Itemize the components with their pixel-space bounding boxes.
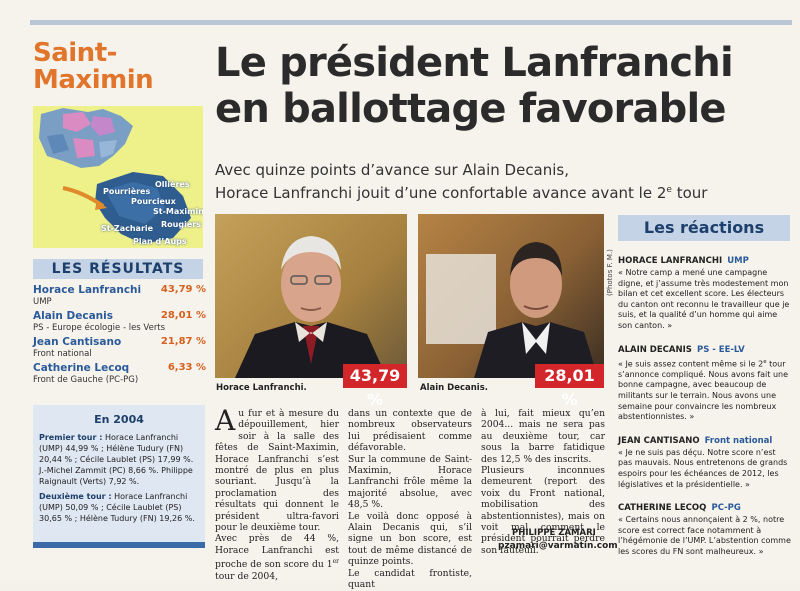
article-paragraph: Le candidat frontiste, quant — [348, 567, 472, 591]
article-paragraph: Avec près de 44 %, Horace Lanfranchi est… — [215, 533, 339, 582]
headline: Le président Lanfranchi en ballottage fa… — [215, 40, 734, 132]
portrait-illustration — [235, 236, 387, 378]
history-title: En 2004 — [94, 413, 144, 426]
town-label: Pourrières — [103, 187, 151, 196]
percent-badge-right: 28,01 % — [535, 364, 604, 409]
reaction-quote: « Je ne suis pas déçu. Notre score n’est… — [618, 447, 788, 489]
candidate-party: UMP — [33, 297, 52, 307]
candidate-percent: 21,87 % — [160, 336, 206, 347]
results-title: LES RÉSULTATS — [33, 259, 203, 279]
town-label: Ollières — [155, 180, 190, 189]
town-label: St-Zacharie — [101, 224, 154, 233]
article-paragraph: Sur la commune de Saint-Maximin, Horace … — [348, 453, 472, 511]
map-illustration — [39, 108, 191, 244]
article-column-3: à lui, fait mieux qu’en 2004... mais ne … — [481, 408, 605, 556]
candidate-percent: 6,33 % — [167, 362, 206, 373]
reaction-party: UMP — [727, 256, 749, 266]
article-paragraph: à lui, fait mieux qu’en 2004... mais ne … — [481, 408, 605, 465]
article-paragraph: Le voilà donc opposé à Alain Decanis qui… — [348, 510, 472, 568]
reaction-author: CATHERINE LECOQ — [618, 503, 707, 514]
reaction-quote: « Certains nous annonçaient à 2 %, notre… — [618, 515, 791, 556]
reaction-quote: « Notre camp a mené une campagne digne, … — [618, 268, 790, 330]
town-label: Rougiers — [161, 220, 201, 229]
author-signature: PHILIPPE ZAMARI — [512, 528, 596, 538]
subhead-line-2-end: tour — [671, 184, 708, 202]
subheadline: Avec quinze points d’avance sur Alain De… — [215, 160, 795, 203]
quote-text: « Je suis assez content même si le 2 — [618, 359, 764, 369]
candidate-percent: 43,79 % — [160, 284, 206, 295]
article-text: Avec près de 44 %, Horace Lanfranchi est… — [215, 533, 339, 571]
portrait-illustration — [426, 242, 598, 378]
reaction-item: HORACE LANFRANCHI UMP « Notre camp a men… — [618, 248, 792, 332]
candidate-party: Front national — [33, 349, 92, 359]
history-round1: Premier tour : Horace Lanfranchi (UMP) 4… — [39, 432, 199, 487]
town-label: Plan d’Aups — [133, 237, 187, 246]
history-round2: Deuxième tour : Horace Lanfranchi (UMP) … — [39, 491, 199, 524]
reactions-list: HORACE LANFRANCHI UMP « Notre camp a men… — [618, 248, 792, 563]
candidate-row: Catherine Lecoq 6,33 % Front de Gauche (… — [33, 362, 208, 388]
reaction-item: ALAIN DECANIS PS - EE-LV « Je suis assez… — [618, 337, 792, 423]
round2-label: Deuxième tour : — [39, 492, 112, 501]
reaction-author: ALAIN DECANIS — [618, 344, 692, 355]
subhead-line-1: Avec quinze points d’avance sur Alain De… — [215, 161, 570, 179]
subhead-sup: e — [666, 185, 672, 195]
reaction-author: JEAN CANTISANO — [618, 435, 700, 446]
article-paragraph: Plusieurs inconnues demeurent (report de… — [481, 465, 605, 556]
photo-lanfranchi — [215, 214, 407, 378]
results-list: Horace Lanfranchi 43,79 % UMP Alain Deca… — [33, 284, 208, 388]
photo-decanis — [418, 214, 604, 378]
canton-map: Ollières Pourrières Pourcieux St-Maximin… — [33, 106, 203, 248]
candidate-name: Alain Decanis — [33, 310, 114, 322]
top-rule — [30, 20, 792, 25]
candidate-party: Front de Gauche (PC-PG) — [33, 375, 139, 385]
reaction-item: JEAN CANTISANO Front national « Je ne su… — [618, 428, 792, 490]
quote-text: tour s’annonce compliqué. Nous avons fai… — [618, 359, 789, 422]
round1-label: Premier tour : — [39, 433, 103, 442]
drop-cap: A — [215, 404, 236, 437]
candidate-name: Catherine Lecoq — [33, 362, 130, 374]
reaction-quote: « Je suis assez content même si le 2e to… — [618, 357, 792, 423]
candidate-row: Horace Lanfranchi 43,79 % UMP — [33, 284, 208, 310]
photo-caption-left: Horace Lanfranchi. — [216, 383, 307, 393]
reactions-title: Les réactions — [618, 215, 790, 241]
reaction-item: CATHERINE LECOQ PC-PG « Certains nous an… — [618, 495, 792, 557]
town-label: St-Maximin — [153, 207, 203, 216]
candidate-name: Horace Lanfranchi — [33, 284, 142, 296]
photo-credit: (Photos F. M.) — [606, 249, 614, 296]
percent-badge-left: 43,79 % — [343, 364, 407, 409]
newspaper-page: Saint-Maximin Le président Lanfranchi en… — [30, 20, 795, 591]
quote-sup: e — [763, 358, 767, 365]
article-text: tour de 2004, — [215, 570, 278, 582]
town-label: Pourcieux — [131, 197, 176, 206]
history-box: En 2004 Premier tour : Horace Lanfranchi… — [33, 405, 205, 548]
round2-text: Horace Lanfranchi (UMP) 50,09 % ; Cécile… — [39, 492, 195, 523]
section-city: Saint-Maximin — [33, 38, 154, 95]
round1-text: Horace Lanfranchi (UMP) 44,99 % ; Hélène… — [39, 433, 194, 486]
reaction-author: HORACE LANFRANCHI — [618, 256, 723, 266]
author-email[interactable]: pzamari@varmatin.com — [498, 541, 618, 551]
candidate-row: Alain Decanis 28,01 % PS - Europe écolog… — [33, 310, 208, 336]
reaction-party: PS - EE-LV — [696, 344, 745, 355]
candidate-name: Jean Cantisano — [33, 336, 122, 348]
candidate-percent: 28,01 % — [160, 310, 206, 321]
article-paragraph: dans un contexte que de nombreux observa… — [348, 408, 472, 454]
photo-caption-right: Alain Decanis. — [420, 383, 488, 393]
reaction-party: PC-PG — [711, 503, 741, 514]
candidate-row: Jean Cantisano 21,87 % Front national — [33, 336, 208, 362]
reaction-party: Front national — [704, 435, 773, 446]
subhead-line-2: Horace Lanfranchi jouit d’une confortabl… — [215, 184, 667, 202]
article-column-2: dans un contexte que de nombreux observa… — [348, 408, 472, 591]
article-text: u fur et à mesure du dépouillement, hier… — [215, 408, 339, 534]
article-sup: er — [332, 558, 339, 566]
candidate-party: PS - Europe écologie - les Verts — [33, 323, 166, 333]
